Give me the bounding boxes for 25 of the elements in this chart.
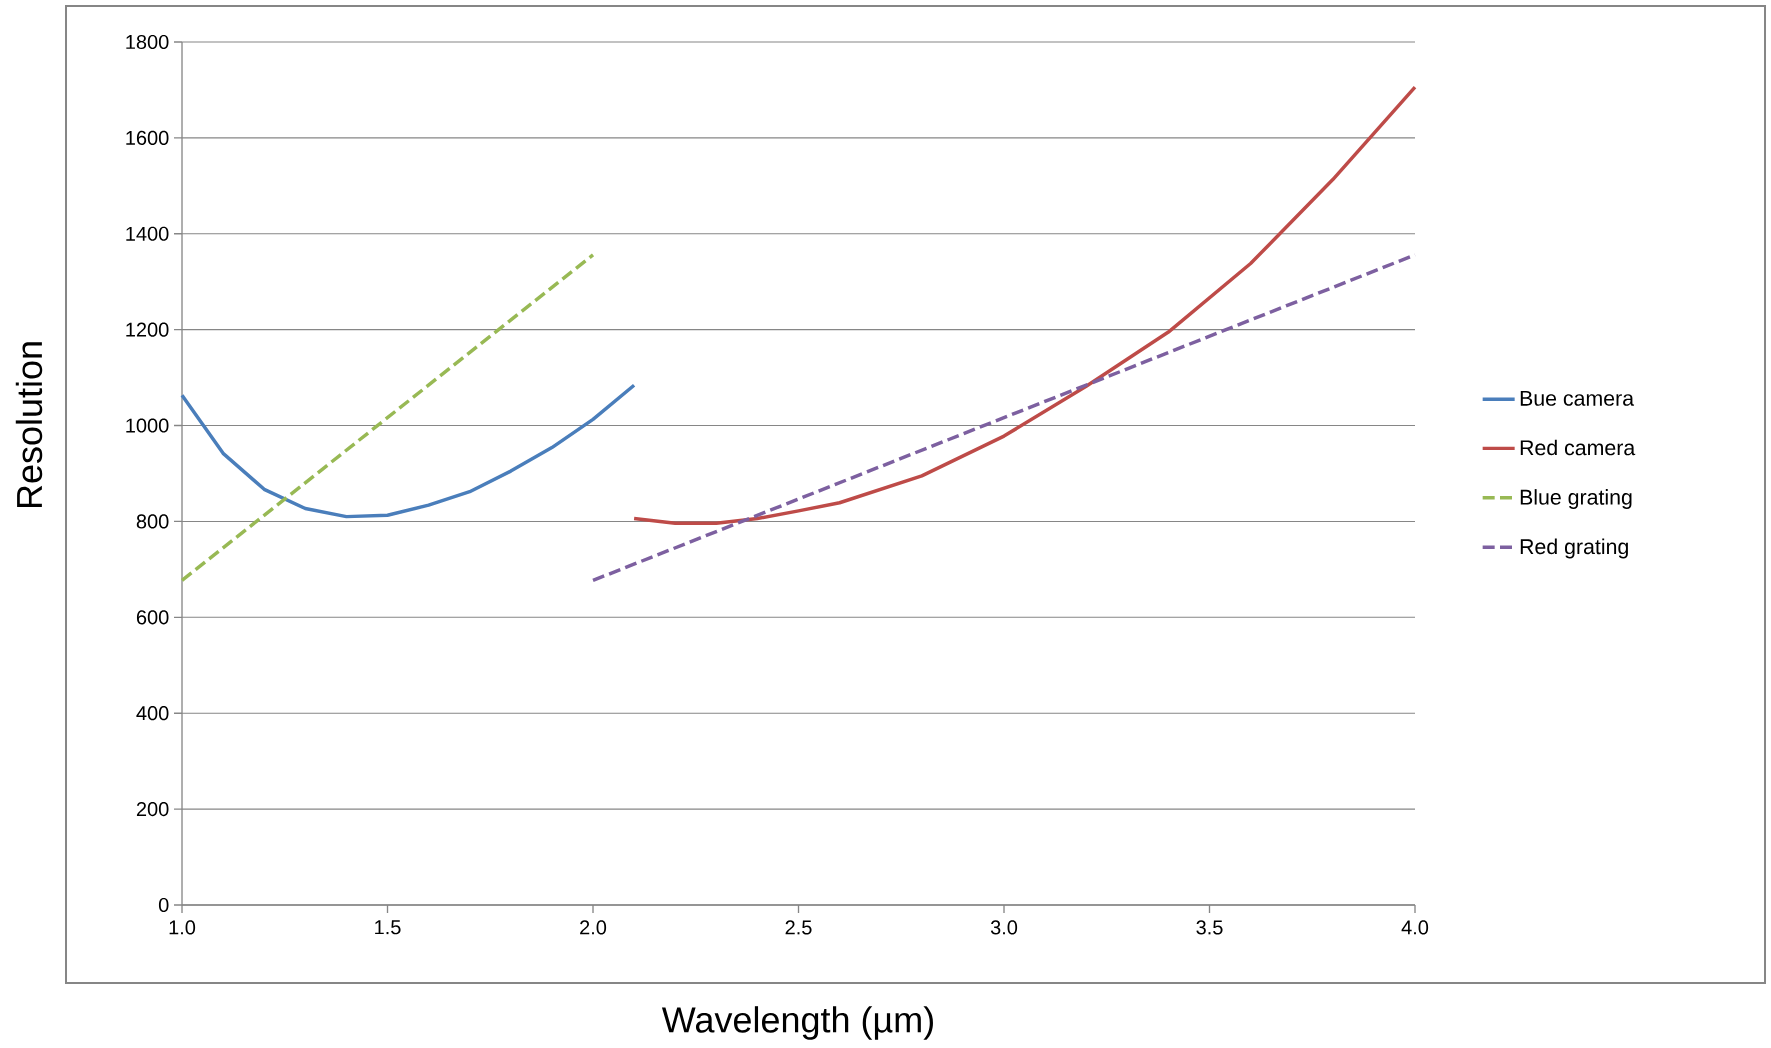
y-tick-label: 200: [136, 802, 169, 817]
line-series: [180, 383, 636, 519]
legend-label: Red camera: [1520, 439, 1636, 456]
legend-label: Blue grating: [1520, 489, 1632, 509]
x-tick-label: 2.5: [785, 920, 812, 935]
x-tick-label: 1.0: [169, 920, 196, 935]
line-series: [632, 85, 1417, 526]
x-tick-label: 3.5: [1196, 920, 1223, 935]
y-tick-label: 800: [136, 514, 169, 529]
y-tick-label: 400: [136, 706, 169, 721]
x-tick-label: 1.5: [375, 920, 401, 935]
legend-label: Bue camera: [1520, 390, 1635, 406]
x-tick-label: 2.0: [580, 920, 607, 935]
x-tick-label: 3.0: [990, 920, 1018, 935]
y-tick-label: 1800: [126, 34, 169, 50]
y-tick-label: 600: [136, 610, 169, 625]
y-tick-label: 1400: [126, 226, 169, 241]
y-tick-label: 1000: [126, 418, 169, 433]
legend-label: Red grating: [1520, 538, 1628, 559]
y-tick-label: 1200: [126, 322, 169, 337]
y-tick-label: 0: [158, 897, 169, 913]
y-tick-label: 1600: [126, 130, 169, 145]
x-axis-title: Wavelength (µm): [661, 1006, 933, 1040]
y-axis-title: Resolution: [15, 342, 43, 508]
x-tick-label: 4.0: [1401, 920, 1429, 935]
